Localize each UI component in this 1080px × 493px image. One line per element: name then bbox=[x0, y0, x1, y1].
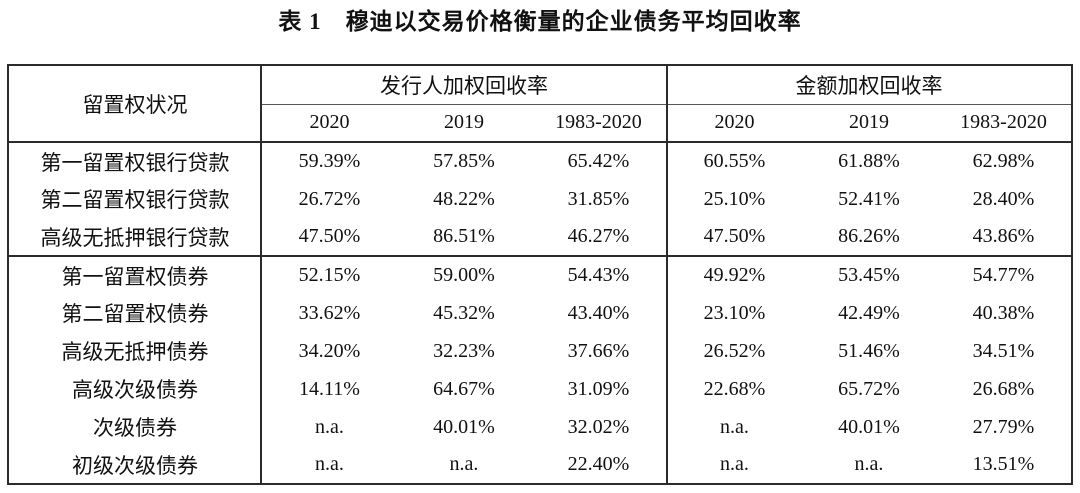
table-row: 第二留置权债券 33.62% 45.32% 43.40% 23.10% 42.49% 40.… bbox=[8, 294, 1071, 332]
value-cell: 53.45% bbox=[838, 264, 900, 286]
table-body: 第一留置权银行贷款 59.39% 57.85% 65.42% 60.55% 61.88% 6… bbox=[8, 142, 1072, 484]
value-cell: 62.98% bbox=[972, 150, 1035, 172]
value-cell: n.a. bbox=[449, 453, 479, 475]
value-cell: 26.72% bbox=[298, 187, 361, 210]
value-cell: 59.39% bbox=[298, 150, 361, 172]
value-cell: 43.40% bbox=[531, 294, 668, 332]
row-label: 高级无抵押债券 bbox=[8, 332, 263, 370]
table-header: 留置权状况 发行人加权回收率 金额加权回收率 2020 2019 1983-20… bbox=[8, 65, 1072, 143]
value-cell: n.a. bbox=[315, 453, 344, 475]
value-cell: 37.66% bbox=[531, 332, 668, 370]
year-header: 2020 bbox=[666, 104, 802, 143]
value-cell: 54.77% bbox=[972, 264, 1035, 286]
table-title: 表 1 穆迪以交易价格衡量的企业债务平均回收率 bbox=[278, 9, 802, 34]
group-header-row: 留置权状况 发行人加权回收率 金额加权回收率 bbox=[8, 65, 1072, 143]
value-cell: 40.01% bbox=[433, 415, 495, 438]
row-label: 高级次级债券 bbox=[8, 370, 263, 408]
table-row: 第二留置权银行贷款 26.72% 48.22% 31.85% 25.10% 52.41% 2… bbox=[8, 180, 1071, 218]
value-cell: 45.32% bbox=[433, 301, 495, 324]
year-header: 1983-2020 bbox=[936, 104, 1072, 143]
value-cell: 65.42% bbox=[531, 142, 668, 180]
row-label: 第二留置权债券 bbox=[8, 294, 263, 332]
row-label: 高级无抵押银行贷款 bbox=[8, 218, 263, 257]
value-cell: 32.23% bbox=[433, 339, 495, 362]
value-cell: 61.88% bbox=[838, 150, 900, 172]
value-cell: 60.55% bbox=[703, 150, 766, 172]
year-header: 1983-2020 bbox=[531, 104, 668, 143]
value-cell: 42.49% bbox=[838, 301, 900, 324]
value-cell: 47.50% bbox=[261, 218, 397, 257]
value-cell: n.a. bbox=[720, 453, 749, 475]
value-cell: 22.40% bbox=[531, 446, 668, 484]
year-header-row: 2020 2019 1983-2020 2020 2019 1983-2020 bbox=[8, 104, 1072, 143]
value-cell: 52.15% bbox=[298, 264, 361, 286]
value-cell: 34.51% bbox=[972, 339, 1035, 362]
value-cell: 52.41% bbox=[838, 187, 900, 210]
value-cell: 86.51% bbox=[396, 218, 532, 257]
value-cell: 14.11% bbox=[299, 377, 360, 400]
lien-status-header: 留置权状况 bbox=[8, 65, 263, 143]
value-cell: 31.85% bbox=[531, 180, 668, 218]
value-cell: 26.68% bbox=[972, 377, 1035, 400]
table-row: 第一留置权银行贷款 59.39% 57.85% 65.42% 60.55% 61.88% 6… bbox=[8, 142, 1071, 180]
value-cell: 28.40% bbox=[972, 187, 1035, 210]
value-cell: 54.43% bbox=[531, 256, 668, 294]
value-cell: 13.51% bbox=[972, 453, 1035, 475]
row-label: 初级次级债券 bbox=[8, 446, 263, 484]
value-cell: 64.67% bbox=[433, 377, 495, 400]
value-cell: 86.26% bbox=[801, 218, 937, 257]
row-label: 第二留置权银行贷款 bbox=[8, 180, 263, 218]
value-cell: 23.10% bbox=[703, 301, 766, 324]
value-cell: 33.62% bbox=[298, 301, 361, 324]
value-cell: 25.10% bbox=[703, 187, 766, 210]
value-cell: 40.38% bbox=[972, 301, 1035, 324]
year-header: 2020 bbox=[261, 104, 397, 143]
value-cell: n.a. bbox=[854, 453, 884, 475]
amount-weighted-group-header: 金额加权回收率 bbox=[666, 65, 1072, 105]
value-cell: n.a. bbox=[315, 415, 344, 438]
value-cell: 32.02% bbox=[531, 408, 668, 446]
table-row: 第一留置权债券 52.15% 59.00% 54.43% 49.92% 53.45% 54.… bbox=[8, 256, 1071, 294]
value-cell: 46.27% bbox=[531, 218, 668, 257]
recovery-rate-table: 留置权状况 发行人加权回收率 金额加权回收率 2020 2019 1983-20… bbox=[7, 64, 1073, 485]
value-cell: 27.79% bbox=[972, 415, 1035, 438]
value-cell: 34.20% bbox=[298, 339, 361, 362]
year-header: 2019 bbox=[396, 104, 532, 143]
value-cell: 31.09% bbox=[531, 370, 668, 408]
value-cell: 22.68% bbox=[703, 377, 766, 400]
table-row: 高级无抵押债券 34.20% 32.23% 37.66% 26.52% 51.46% 34.… bbox=[8, 332, 1071, 370]
value-cell: 40.01% bbox=[838, 415, 900, 438]
row-label: 次级债券 bbox=[8, 408, 263, 446]
value-cell: 51.46% bbox=[838, 339, 900, 362]
value-cell: 59.00% bbox=[433, 264, 495, 286]
value-cell: 65.72% bbox=[838, 377, 900, 400]
value-cell: 26.52% bbox=[703, 339, 766, 362]
issuer-weighted-group-header: 发行人加权回收率 bbox=[261, 65, 668, 105]
table-row: 次级债券 n.a. 40.01% 32.02% n.a. 40.01% 27.79% bbox=[8, 408, 1071, 446]
table-row: 初级次级债券 n.a. n.a. 22.40% n.a. n.a. 13.51% bbox=[8, 446, 1071, 484]
value-cell: 48.22% bbox=[433, 187, 495, 210]
table-row: 高级无抵押银行贷款 47.50% 86.51% 46.27% 47.50% 86.26% 4… bbox=[8, 218, 1072, 257]
row-label: 第一留置权债券 bbox=[8, 256, 263, 294]
value-cell: 43.86% bbox=[936, 218, 1072, 257]
year-header: 2019 bbox=[801, 104, 937, 143]
value-cell: n.a. bbox=[720, 415, 749, 438]
table-row: 高级次级债券 14.11% 64.67% 31.09% 22.68% 65.72% 26.6… bbox=[8, 370, 1071, 408]
value-cell: 57.85% bbox=[433, 150, 495, 172]
value-cell: 47.50% bbox=[666, 218, 802, 257]
value-cell: 49.92% bbox=[703, 264, 766, 286]
row-label: 第一留置权银行贷款 bbox=[8, 142, 263, 180]
